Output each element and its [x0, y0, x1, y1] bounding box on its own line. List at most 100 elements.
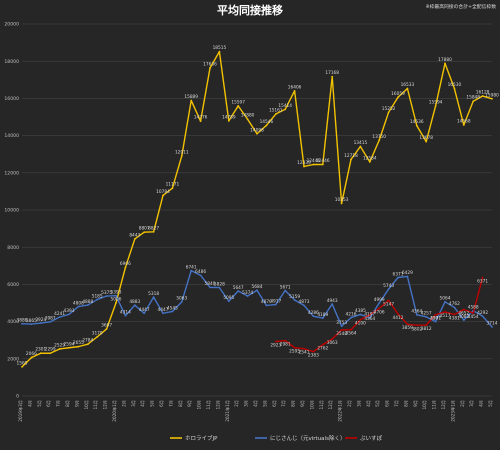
data-point [368, 317, 371, 319]
data-point [227, 120, 230, 122]
data-label: 15597 [231, 99, 245, 105]
data-point [115, 294, 117, 297]
data-point [481, 276, 484, 279]
data-label: 4447 [158, 307, 169, 313]
data-point [39, 322, 42, 324]
x-tick-label: 11月 [432, 400, 438, 410]
data-point [39, 352, 42, 355]
data-label: 5006 [111, 296, 122, 302]
data-label: 14568 [457, 119, 471, 125]
data-label: 17880 [438, 57, 452, 63]
data-label: 6741 [186, 264, 197, 270]
data-label: 4286 [308, 310, 319, 316]
x-tick-label: 10月 [84, 400, 90, 410]
data-label: 11171 [166, 182, 180, 188]
y-tick-label: 10000 [4, 208, 19, 214]
data-point [340, 329, 343, 331]
data-label: 5064 [440, 296, 451, 302]
data-label: 2595 [289, 349, 300, 355]
data-label: 8443 [129, 232, 140, 238]
data-point [359, 313, 362, 316]
x-tick-label: 9月 [187, 400, 193, 407]
data-label: 17168 [325, 70, 339, 76]
data-label: 6906 [120, 261, 131, 267]
y-tick-label: 18000 [4, 59, 19, 65]
x-tick-label: 2021年1月 [224, 400, 231, 422]
data-label: 12339 [297, 160, 311, 166]
data-point [350, 328, 352, 331]
data-point [378, 139, 381, 142]
data-label: 4082 [458, 314, 469, 320]
data-point [378, 307, 381, 310]
data-label: 4364 [411, 309, 422, 315]
data-label: 4706 [374, 309, 385, 315]
data-label: 3886 [17, 318, 28, 324]
data-label: 4371 [430, 316, 441, 322]
data-label: 16406 [288, 84, 302, 90]
data-point [368, 161, 371, 163]
data-label: 12911 [175, 149, 189, 155]
data-point [284, 108, 287, 111]
data-point [77, 345, 80, 348]
data-point [115, 301, 117, 304]
data-label: 16059 [391, 91, 405, 97]
x-tick-label: 3月 [244, 400, 250, 407]
data-label: 4381 [449, 316, 460, 322]
data-point [209, 286, 211, 289]
data-label: 4364 [364, 316, 375, 322]
data-label: 2299 [45, 347, 56, 353]
y-tick-label: 16000 [4, 96, 19, 102]
data-point [312, 315, 315, 318]
chart-title: 平均同接推移 [217, 3, 283, 17]
data-point [331, 75, 334, 78]
data-point [425, 324, 428, 326]
x-tick-label: 10月 [309, 400, 315, 410]
data-label: 10784 [156, 189, 170, 195]
data-point [434, 313, 437, 316]
data-label: 5671 [280, 284, 291, 290]
data-point [124, 266, 127, 269]
data-label: 4412 [393, 315, 404, 321]
data-point [321, 317, 324, 319]
data-label: 14789 [222, 114, 236, 120]
data-label: 4888 [82, 299, 93, 305]
x-tick-label: 3月 [469, 400, 475, 407]
data-label: 5393 [111, 289, 122, 295]
data-label: 3924 [35, 317, 46, 323]
x-tick-label: 5月 [150, 400, 156, 407]
x-tick-label: 7月 [56, 400, 62, 407]
y-tick-label: 14000 [4, 133, 19, 139]
data-label: 3714 [487, 321, 498, 327]
x-tick-label: 8月 [291, 400, 297, 407]
data-point [415, 124, 418, 127]
data-point [293, 346, 296, 349]
data-label: 5684 [252, 284, 263, 290]
y-tick-label: 12000 [4, 170, 19, 176]
x-tick-label: 12月 [215, 400, 221, 410]
data-label: 13750 [372, 134, 386, 140]
data-label: 3548 [336, 331, 347, 337]
x-tick-label: 9月 [300, 400, 306, 407]
data-label: 16128 [476, 90, 490, 96]
y-axis-ticks: 0 2000 4000 6000 8000 10000 12000 14000 16000 180… [4, 22, 19, 400]
data-point [21, 365, 23, 368]
data-label: 4314 [120, 310, 131, 316]
data-label: 1565 [17, 360, 28, 366]
data-point [180, 300, 183, 303]
data-point [350, 158, 352, 161]
data-point [237, 104, 240, 107]
x-tick-label: 3月 [356, 400, 362, 407]
data-point [199, 120, 202, 123]
data-label: 4454 [468, 314, 479, 320]
data-label: 2594 [64, 341, 75, 347]
gridlines [22, 23, 492, 397]
data-point [274, 340, 277, 343]
data-label: 4517 [440, 313, 451, 319]
data-point [21, 322, 23, 325]
x-tick-label: 2月 [121, 400, 127, 407]
data-label: 4870 [261, 299, 272, 305]
chart-note: ※枠最高同接の合計÷全配信枠数 [426, 3, 497, 10]
data-point [190, 269, 193, 272]
data-point [491, 326, 493, 328]
data-label: 12718 [344, 153, 358, 159]
